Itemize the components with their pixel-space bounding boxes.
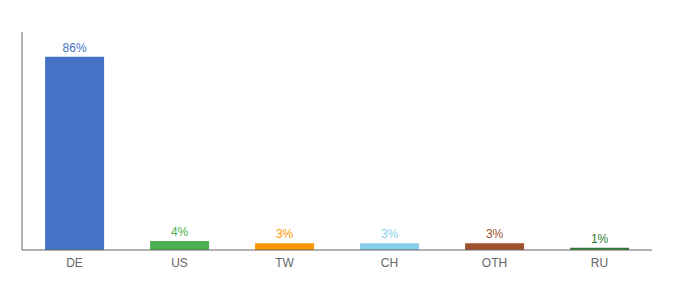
svg-text:TW: TW <box>275 256 294 270</box>
svg-text:4%: 4% <box>171 225 189 239</box>
svg-text:3%: 3% <box>381 227 399 241</box>
svg-text:3%: 3% <box>276 227 294 241</box>
svg-text:3%: 3% <box>486 227 504 241</box>
svg-text:DE: DE <box>66 256 83 270</box>
svg-text:OTH: OTH <box>482 256 507 270</box>
svg-text:1%: 1% <box>591 232 609 246</box>
svg-text:RU: RU <box>591 256 608 270</box>
svg-text:CH: CH <box>381 256 398 270</box>
svg-text:US: US <box>171 256 188 270</box>
svg-text:86%: 86% <box>63 41 87 55</box>
